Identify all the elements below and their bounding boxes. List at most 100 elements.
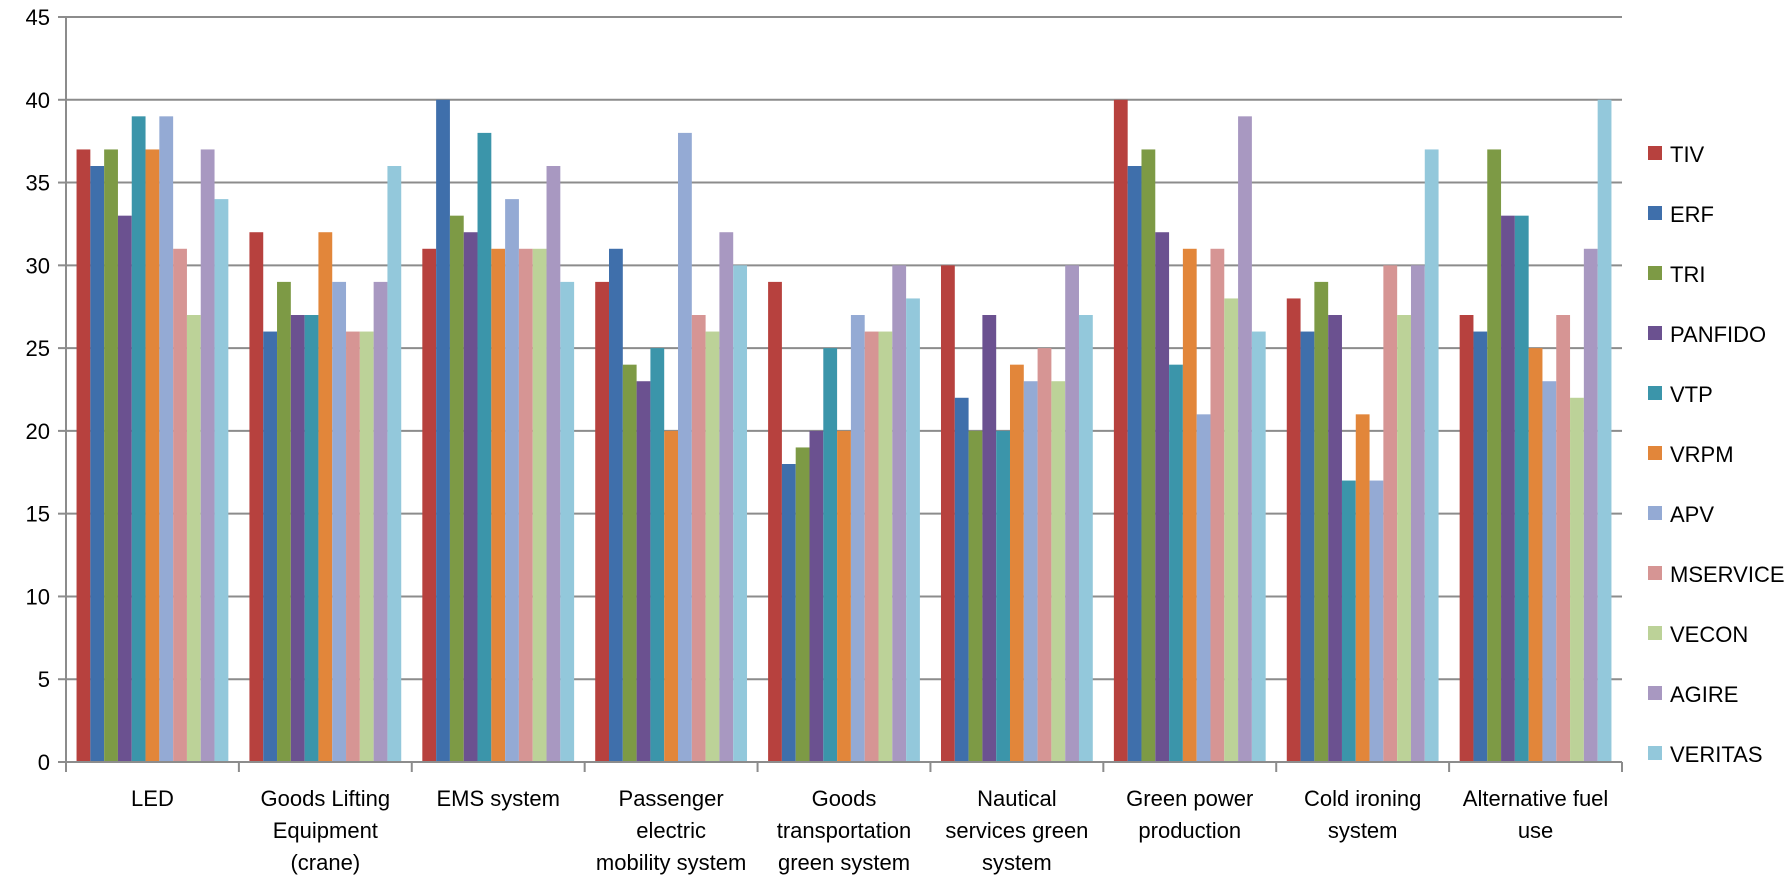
x-category-label: system	[982, 850, 1052, 875]
y-tick-label: 35	[26, 171, 50, 196]
bar-panfido	[1501, 215, 1515, 762]
legend-swatch	[1648, 686, 1662, 700]
bar-vtp	[650, 348, 665, 762]
bar-vecon	[186, 315, 201, 762]
bar-agire	[546, 166, 561, 762]
x-category-label: EMS system	[436, 786, 559, 811]
legend-swatch	[1648, 566, 1662, 580]
bar-agire	[1065, 265, 1079, 762]
bar-mservice	[1383, 265, 1398, 762]
bar-mservice	[1210, 248, 1225, 762]
bar-veritas	[733, 265, 748, 762]
bar-vrpm	[318, 232, 333, 762]
bar-agire	[373, 281, 388, 762]
x-category-label: green system	[778, 850, 910, 875]
legend-label: TRI	[1670, 262, 1705, 287]
bar-tiv	[1113, 99, 1128, 763]
bar-agire	[1238, 116, 1252, 763]
bar-tri	[1487, 149, 1502, 762]
x-category-label: Goods Lifting	[261, 786, 391, 811]
bar-vecon	[532, 248, 547, 762]
bar-tiv	[940, 265, 955, 762]
bar-veritas	[387, 166, 402, 762]
legend-label: AGIRE	[1670, 682, 1738, 707]
bar-vtp	[823, 348, 838, 762]
bar-agire	[892, 265, 907, 762]
bar-apv	[1023, 381, 1038, 762]
bar-panfido	[636, 381, 651, 762]
bar-erf	[263, 331, 278, 762]
bar-veritas	[1251, 331, 1266, 762]
legend-label: VTP	[1670, 382, 1713, 407]
bar-mservice	[1037, 348, 1052, 762]
bar-veritas	[214, 199, 229, 763]
x-category-label: Alternative fuel	[1463, 786, 1609, 811]
bar-agire	[1410, 265, 1425, 762]
bar-veritas	[906, 298, 920, 762]
bar-apv	[678, 132, 692, 762]
bar-tri	[968, 430, 983, 762]
bar-vecon	[1570, 397, 1584, 762]
bar-mservice	[518, 248, 533, 762]
bar-vtp	[996, 430, 1010, 762]
bar-tiv	[1286, 298, 1301, 762]
bar-tri	[277, 281, 291, 762]
bar-veritas	[1424, 149, 1439, 762]
bar-vecon	[359, 331, 374, 762]
legend-label: MSERVICE	[1670, 562, 1785, 587]
bar-panfido	[1155, 232, 1170, 762]
y-tick-label: 20	[26, 419, 50, 444]
x-category-label: Green power	[1126, 786, 1253, 811]
bar-tri	[1314, 281, 1329, 762]
legend-label: VRPM	[1670, 442, 1734, 467]
bar-tiv	[249, 232, 264, 762]
bar-mservice	[346, 331, 360, 762]
bar-mservice	[1556, 315, 1571, 762]
bar-erf	[954, 397, 969, 762]
bar-apv	[1542, 381, 1557, 762]
legend-swatch	[1648, 206, 1662, 220]
x-category-label: Cold ironing	[1304, 786, 1421, 811]
x-category-label: services green	[945, 818, 1088, 843]
legend-swatch	[1648, 506, 1662, 520]
bar-vrpm	[145, 149, 160, 762]
bar-agire	[719, 232, 734, 762]
x-category-label: Equipment	[273, 818, 378, 843]
x-category-label: production	[1138, 818, 1241, 843]
bar-erf	[90, 166, 105, 762]
bar-tiv	[768, 281, 782, 762]
bar-vtp	[1169, 364, 1183, 762]
bar-apv	[850, 315, 865, 762]
bar-vtp	[1514, 215, 1529, 762]
legend-label: APV	[1670, 502, 1714, 527]
y-tick-label: 10	[26, 584, 50, 609]
x-category-label: use	[1518, 818, 1553, 843]
bar-vecon	[1224, 298, 1239, 762]
bar-vtp	[131, 116, 146, 763]
x-category-label: Nautical	[977, 786, 1056, 811]
x-category-label: Goods	[812, 786, 877, 811]
bar-veritas	[560, 281, 575, 762]
x-category-label: electric	[636, 818, 706, 843]
bar-erf	[1300, 331, 1315, 762]
bar-panfido	[463, 232, 478, 762]
y-tick-label: 30	[26, 253, 50, 278]
y-tick-label: 15	[26, 502, 50, 527]
bar-vtp	[304, 315, 319, 762]
bar-tri	[449, 215, 464, 762]
bar-panfido	[117, 215, 132, 762]
bar-vrpm	[837, 430, 851, 762]
legend-swatch	[1648, 626, 1662, 640]
legend: TIV ERF TRI PANFIDO VTP VRPM APV MSERVICE VECON A…	[1648, 142, 1785, 767]
y-axis-ticks: 0 5 10 15 20 25 30 35 40 45	[26, 5, 66, 775]
bar-agire	[1583, 248, 1598, 762]
bar-tiv	[1459, 315, 1474, 762]
bar-vrpm	[491, 248, 506, 762]
bar-panfido	[290, 315, 305, 762]
x-category-label: Passenger	[619, 786, 724, 811]
legend-swatch	[1648, 146, 1662, 160]
bar-apv	[1196, 414, 1211, 762]
y-tick-label: 45	[26, 5, 50, 30]
bar-vrpm	[1182, 248, 1197, 762]
bar-vrpm	[1528, 348, 1543, 762]
